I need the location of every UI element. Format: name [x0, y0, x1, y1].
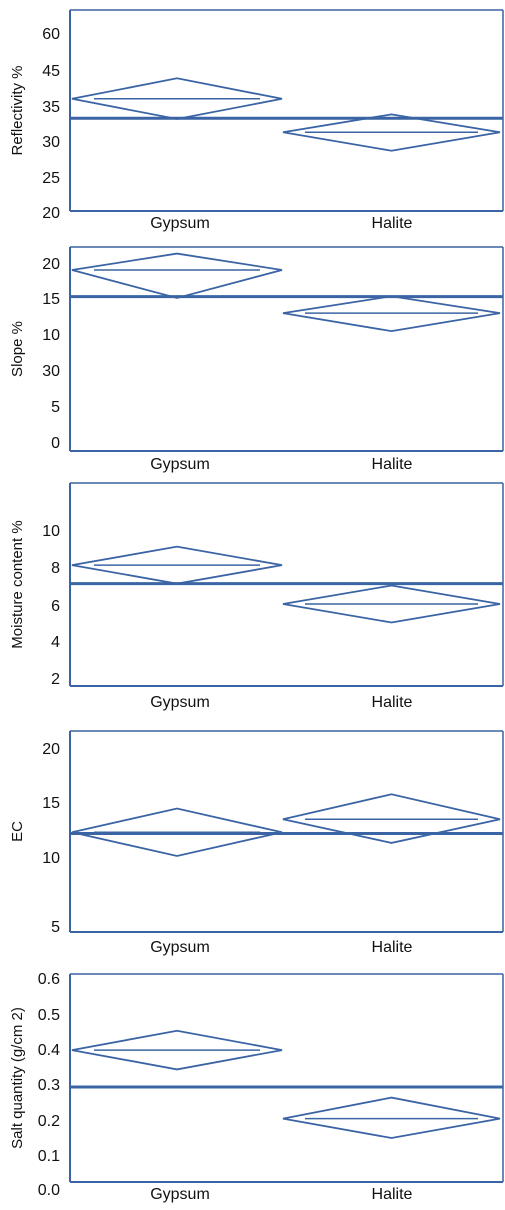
x-category-label: Halite: [372, 456, 413, 473]
mean-diamond-gypsum: [71, 252, 283, 299]
y-tick-label: 20: [42, 256, 60, 273]
mean-diamond-gypsum: [71, 77, 283, 120]
y-tick-label: 5: [51, 399, 60, 416]
y-tick-label: 4: [51, 634, 60, 651]
y-tick-label: 0.3: [38, 1077, 60, 1094]
mean-diamond-gypsum: [71, 545, 283, 585]
y-tick-label: 20: [42, 741, 60, 758]
y-tick-label: 30: [42, 363, 60, 380]
mean-diamond-gypsum: [71, 1029, 283, 1071]
y-tick-label: 0.2: [38, 1113, 60, 1130]
y-tick-label: 25: [42, 170, 60, 187]
y-tick-label: 15: [42, 291, 60, 308]
mean-diamond-halite: [282, 1096, 501, 1139]
y-tick-label: 0.1: [38, 1148, 60, 1165]
y-tick-label: 6: [51, 598, 60, 615]
y-tick-label: 15: [42, 795, 60, 812]
y-axis-title: Moisture content %: [9, 520, 26, 648]
x-category-label: Gypsum: [150, 456, 210, 473]
y-tick-label: 2: [51, 671, 60, 688]
y-axis-title: Reflectivity %: [9, 65, 26, 155]
y-tick-label: 10: [42, 850, 60, 867]
y-tick-label: 20: [42, 205, 60, 222]
y-tick-label: 0.5: [38, 1007, 60, 1024]
x-category-label: Halite: [372, 694, 413, 711]
y-tick-label: 45: [42, 63, 60, 80]
y-tick-label: 30: [42, 134, 60, 151]
y-tick-label: 0.4: [38, 1042, 60, 1059]
x-category-label: Halite: [372, 215, 413, 232]
y-tick-label: 0: [51, 435, 60, 452]
y-axis-title: EC: [9, 821, 26, 842]
y-tick-label: 10: [42, 523, 60, 540]
y-tick-label: 5: [51, 919, 60, 936]
mean-diamond-halite: [282, 584, 501, 624]
x-category-label: Gypsum: [150, 694, 210, 711]
y-tick-label: 0.6: [38, 971, 60, 988]
y-tick-label: 10: [42, 327, 60, 344]
y-tick-label: 35: [42, 99, 60, 116]
y-tick-label: 8: [51, 560, 60, 577]
x-category-label: Gypsum: [150, 939, 210, 956]
y-tick-label: 0.0: [38, 1182, 60, 1199]
y-axis-title: Salt quantity (g/cm 2): [9, 1007, 26, 1149]
x-category-label: Gypsum: [150, 1186, 210, 1203]
mean-diamond-halite: [282, 295, 501, 333]
mean-diamond-halite: [282, 113, 501, 152]
mean-diamond-halite: [282, 793, 501, 844]
x-category-label: Halite: [372, 1186, 413, 1203]
x-category-label: Halite: [372, 939, 413, 956]
x-category-label: Gypsum: [150, 215, 210, 232]
y-axis-title: Slope %: [9, 321, 26, 377]
y-tick-label: 60: [42, 26, 60, 43]
